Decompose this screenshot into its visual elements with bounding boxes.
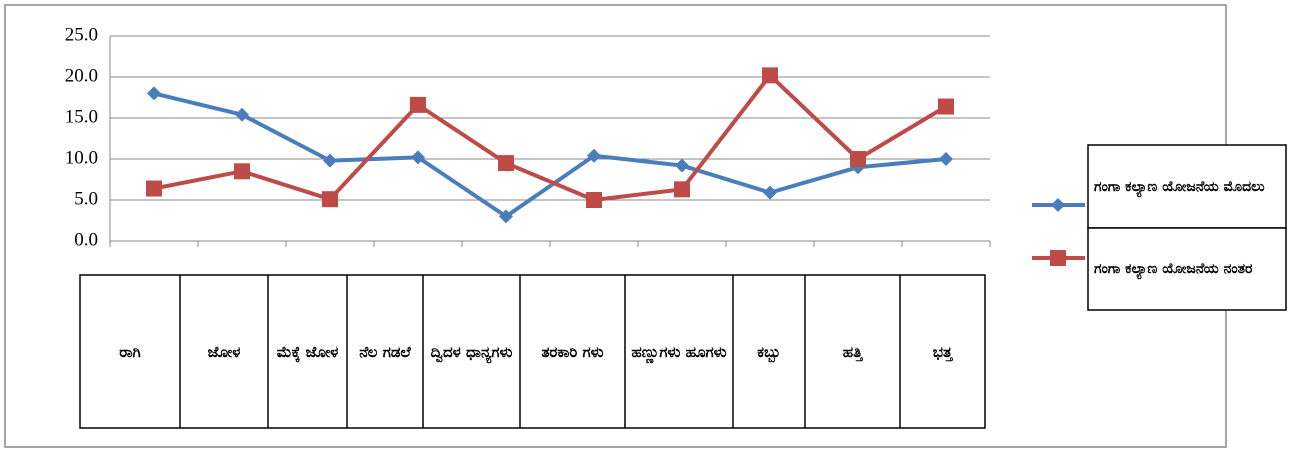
legend-label: ಗಂಗಾ ಕಲ್ಯಾಣ ಯೋಜನೆಯ ಮೊದಲು [1094,178,1265,195]
point [675,158,689,173]
point [235,107,249,122]
point [674,181,690,198]
x-tick-label: ತರಕಾರಿ ಗಳು [541,342,604,361]
legend-box [1087,144,1287,229]
y-tick-label: 15.0 [65,106,98,127]
y-tick-label: 10.0 [65,147,98,168]
series-line [153,91,947,219]
point [234,163,250,180]
point [762,67,778,84]
y-tick-label: 20.0 [65,65,98,86]
x-tick-label: ಭತ್ತ [932,342,953,361]
legend-box [1087,227,1287,311]
point [939,152,953,166]
point [146,180,162,197]
point [411,150,425,165]
x-tick-label: ಕಬ್ಬು [757,342,781,361]
point [410,96,426,113]
legend-marker [1050,250,1066,266]
x-tick-label: ದ್ವಿದಳ ಧಾನ್ಯಗಳು [430,342,513,361]
point [938,98,954,115]
point [499,209,513,224]
x-tick-label: ಹತ್ತಿ [842,342,863,361]
legend-marker [1051,198,1065,212]
point [322,191,338,208]
x-tick-label: ರಾಗಿ [119,342,141,361]
legend-label: ಗಂಗಾ ಕಲ್ಯಾಣ ಯೋಜನೆಯ ನಂತರ [1094,261,1253,277]
point [586,192,602,208]
point [587,148,601,163]
category-table [79,274,986,429]
x-tick-label: ಮೆಕ್ಕೆ ಜೋಳ [276,342,339,361]
point [498,155,514,172]
x-tick-label: ಹಣ್ಣುಗಳು ಹೂಗಳು [631,342,727,361]
y-tick-label: 5.0 [74,188,98,209]
point [763,185,777,200]
y-tick-label: 25.0 [65,24,98,45]
x-tick-label: ಜೋಳ [207,342,241,361]
series-line [153,73,948,202]
point [147,86,161,101]
point [323,153,337,168]
y-tick-label: 0.0 [74,229,98,250]
point [850,151,866,167]
x-tick-label: ನೆಲ ಗಡಲೆ [359,342,411,361]
